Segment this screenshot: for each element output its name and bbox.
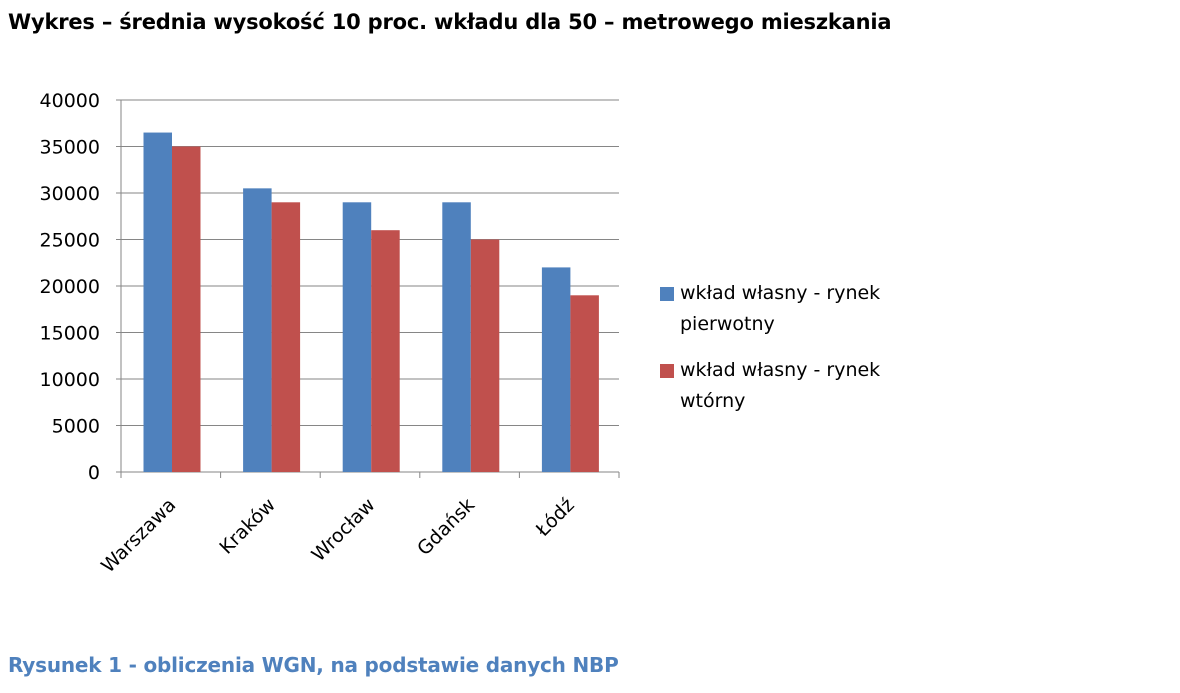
y-tick-label: 5000 bbox=[52, 416, 100, 438]
x-tick-label: Kraków bbox=[215, 494, 280, 559]
y-tick-label: 0 bbox=[88, 462, 100, 484]
legend-item-secondary-market: wkład własny - rynek wtórny bbox=[660, 355, 910, 417]
bar-primary bbox=[243, 188, 272, 472]
x-tick-label: Warszawa bbox=[97, 494, 180, 577]
legend-swatch-secondary-market bbox=[660, 364, 674, 378]
bar-primary bbox=[143, 132, 172, 473]
x-tick-label: Wrocław bbox=[307, 494, 379, 566]
legend-label-primary-market: wkład własny - rynek pierwotny bbox=[680, 282, 881, 335]
y-tick-label: 15000 bbox=[40, 323, 100, 345]
legend-item-primary-market: wkład własny - rynek pierwotny bbox=[660, 278, 910, 340]
bar-secondary bbox=[271, 202, 301, 473]
y-tick-label: 35000 bbox=[40, 137, 100, 159]
y-tick-label: 25000 bbox=[40, 230, 100, 252]
legend-label-secondary-market: wkład własny - rynek wtórny bbox=[680, 359, 881, 412]
bar-secondary bbox=[371, 230, 400, 472]
bar-primary bbox=[442, 202, 471, 473]
bar-primary bbox=[541, 267, 571, 472]
x-tick-label: Łódź bbox=[531, 494, 579, 542]
chart-title: Wykres – średnia wysokość 10 proc. wkład… bbox=[8, 10, 892, 34]
y-tick-label: 40000 bbox=[40, 90, 100, 112]
x-tick-label: Gdańsk bbox=[413, 494, 479, 560]
bar-primary bbox=[342, 202, 372, 473]
y-tick-label: 30000 bbox=[40, 183, 100, 205]
legend-swatch-primary-market bbox=[660, 287, 674, 301]
bar-secondary bbox=[470, 239, 500, 472]
bar-secondary bbox=[570, 295, 599, 472]
y-tick-label: 20000 bbox=[40, 276, 100, 298]
bar-secondary bbox=[172, 146, 201, 472]
y-tick-label: 10000 bbox=[40, 369, 100, 391]
figure-caption: Rysunek 1 - obliczenia WGN, na podstawie… bbox=[8, 653, 619, 677]
chart-legend: wkład własny - rynek pierwotny wkład wła… bbox=[660, 278, 910, 432]
